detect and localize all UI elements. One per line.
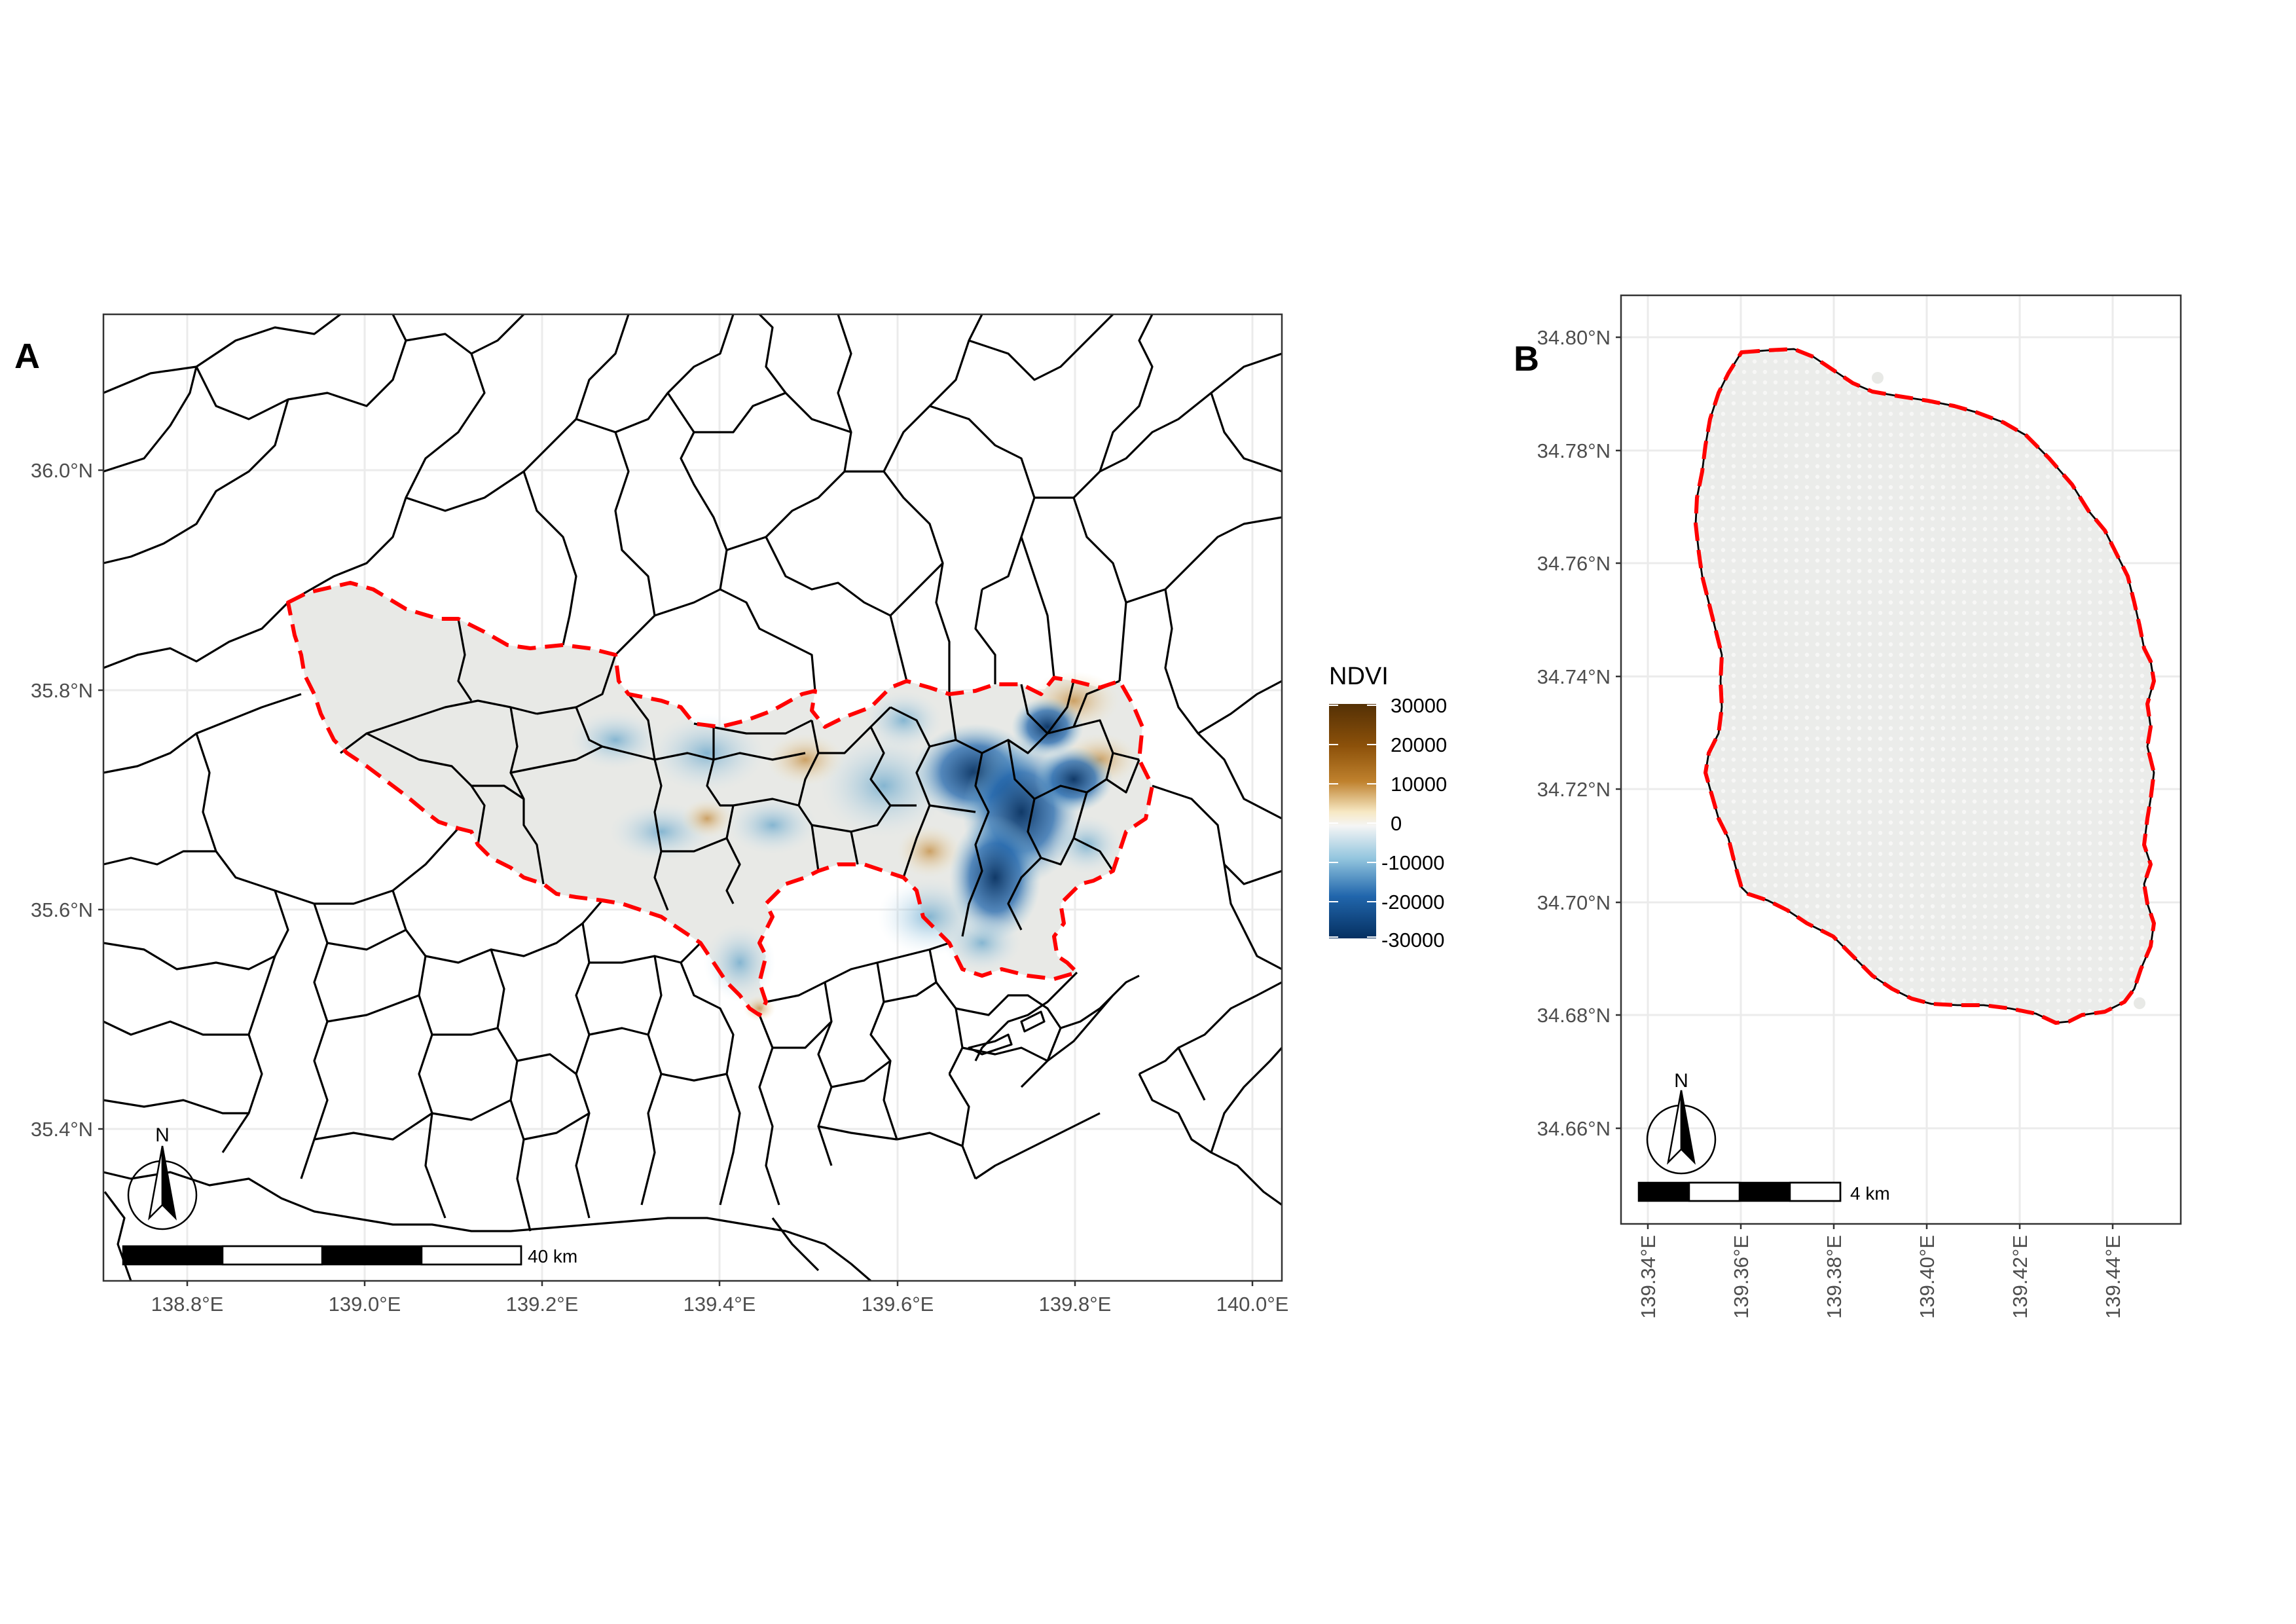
x-tick-a-4: 139.6°E [862, 1293, 934, 1316]
scale-label-a: 40 km [528, 1246, 577, 1266]
x-tick-b-4: 139.42°E [2009, 1235, 2032, 1319]
scale-bar-b: 4 km [1637, 1181, 1890, 1204]
tokyo-boundary [286, 581, 1154, 1017]
x-tick-b-3: 139.40°E [1916, 1235, 1939, 1319]
x-tick-a-0: 138.8°E [151, 1293, 224, 1316]
north-label-b: N [1674, 1070, 1688, 1092]
panel-a-tag: A [14, 337, 40, 376]
north-label-a: N [155, 1124, 170, 1146]
legend-tick-2: 10000 [1391, 773, 1447, 796]
stray-cell [1872, 372, 1884, 384]
municipal-boundaries [103, 314, 1282, 1281]
x-tick-a-6: 140.0°E [1216, 1293, 1289, 1316]
bay-coastline [974, 971, 1078, 1061]
y-tick-a-0: 35.4°N [31, 1118, 93, 1141]
x-tick-b-0: 139.34°E [1637, 1235, 1660, 1319]
panel-b-x-axis: 139.34°E 139.36°E 139.38°E 139.40°E 139.… [1637, 1224, 2124, 1319]
panel-b-tag: B [1514, 339, 1539, 378]
legend-tick-5: -20000 [1381, 891, 1445, 913]
x-tick-a-3: 139.4°E [683, 1293, 756, 1316]
y-tick-b-1: 34.68°N [1537, 1004, 1611, 1027]
island-fill [1696, 349, 2154, 1023]
y-tick-b-7: 34.80°N [1537, 326, 1611, 349]
y-tick-b-6: 34.78°N [1537, 439, 1611, 462]
y-tick-a-2: 35.8°N [31, 679, 93, 702]
x-tick-b-5: 139.44°E [2102, 1235, 2124, 1319]
bay-piers [968, 1010, 1046, 1056]
x-tick-a-1: 139.0°E [329, 1293, 401, 1316]
legend-tick-6: -30000 [1381, 929, 1445, 951]
legend-title: NDVI [1329, 663, 1389, 690]
y-tick-b-3: 34.72°N [1537, 778, 1611, 801]
panel-a-x-axis: 138.8°E 139.0°E 139.2°E 139.4°E 139.6°E … [151, 1281, 1289, 1316]
y-tick-b-4: 34.74°N [1537, 665, 1611, 688]
scale-bar-a: 40 km [122, 1245, 577, 1266]
panel-b-y-axis: 34.66°N 34.68°N 34.70°N 34.72°N 34.74°N … [1537, 326, 1621, 1140]
x-tick-a-5: 139.8°E [1039, 1293, 1112, 1316]
x-tick-a-2: 139.2°E [506, 1293, 579, 1316]
panel-a-y-axis: 35.4°N 35.6°N 35.8°N 36.0°N [31, 459, 103, 1141]
island-boundary [1694, 347, 2156, 1025]
panel-a: A [14, 313, 1289, 1316]
y-tick-a-3: 36.0°N [31, 459, 93, 482]
panel-b-frame [1620, 294, 2182, 1225]
legend-tick-4: -10000 [1381, 851, 1445, 874]
legend-tick-3: 0 [1391, 812, 1402, 835]
x-tick-b-2: 139.38°E [1823, 1235, 1846, 1319]
scale-label-b: 4 km [1850, 1183, 1890, 1204]
legend-tick-0: 30000 [1391, 694, 1447, 717]
panel-a-frame [102, 313, 1283, 1282]
y-tick-a-1: 35.6°N [31, 898, 93, 921]
y-tick-b-5: 34.76°N [1537, 552, 1611, 575]
y-tick-b-0: 34.66°N [1537, 1117, 1611, 1140]
north-arrow-a: N [127, 1124, 198, 1230]
panel-b: N 4 km B [1514, 294, 2182, 1319]
ndvi-legend: NDVI 30000 20000 10000 0 -10000 -20000 -… [1329, 663, 1447, 951]
y-tick-b-2: 34.70°N [1537, 891, 1611, 914]
stray-cell [2134, 997, 2145, 1009]
north-arrow-b: N [1646, 1070, 1717, 1175]
legend-tick-1: 20000 [1391, 733, 1447, 756]
x-tick-b-1: 139.36°E [1730, 1235, 1753, 1319]
legend-colorbar [1329, 704, 1376, 938]
